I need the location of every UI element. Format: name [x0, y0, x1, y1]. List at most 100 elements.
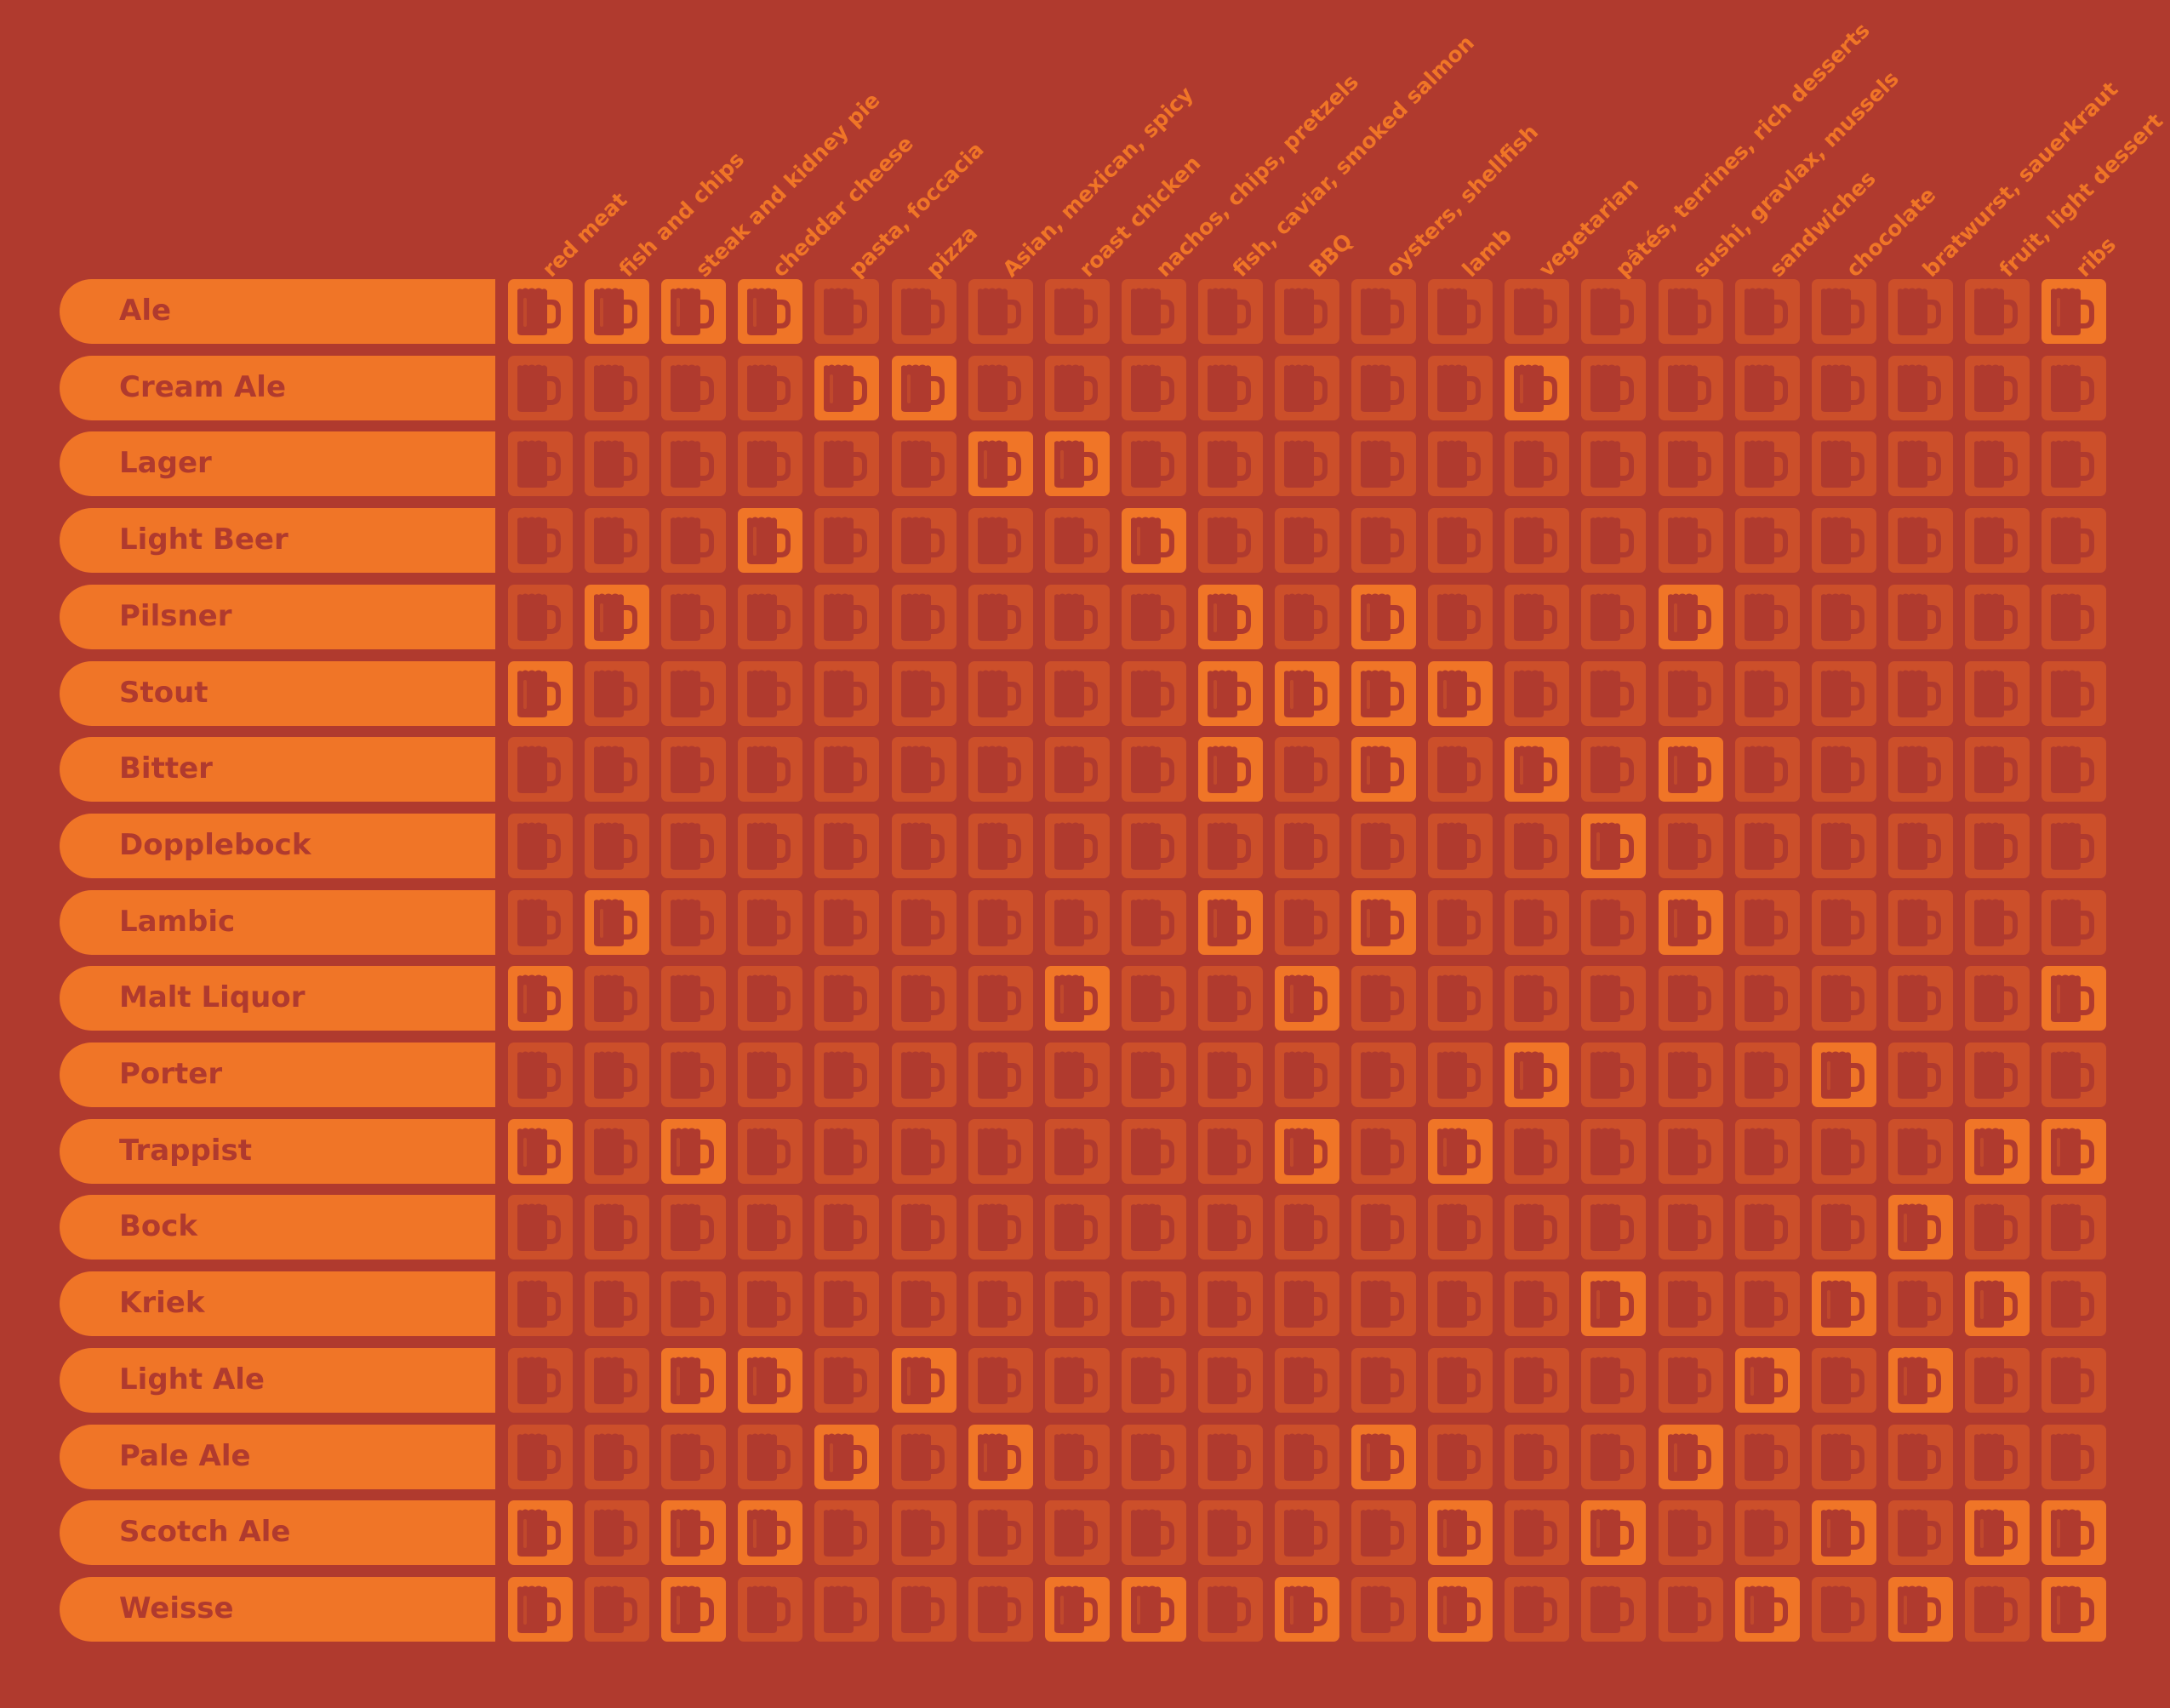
pairing-cell: [661, 813, 727, 878]
beer-mug-icon: [517, 822, 561, 870]
pairing-cell: [1581, 1043, 1647, 1107]
beer-mug-icon: [1437, 974, 1482, 1023]
pairing-cell: [1275, 279, 1339, 344]
pairing-cell: [585, 1347, 650, 1413]
beer-mug-icon: [1590, 974, 1635, 1023]
pairing-cell: [814, 584, 880, 649]
pairing-cell: [1275, 1500, 1339, 1566]
pairing-cell: [1351, 1347, 1417, 1413]
pairing-cell: [1658, 1500, 1723, 1566]
pairing-cell: [1197, 813, 1263, 878]
pairing-cell: [1428, 889, 1493, 955]
pairing-cell: [1197, 1043, 1263, 1107]
beer-mug-icon: [517, 899, 561, 946]
beer-mug-icon: [1820, 1280, 1864, 1328]
pairing-cell: [1197, 1271, 1263, 1337]
beer-mug-icon: [1667, 288, 1711, 335]
pairing-cell-recommended: [1044, 431, 1110, 497]
pairing-cell-recommended: [1121, 1576, 1186, 1642]
beer-mug-icon: [1744, 899, 1788, 946]
pairing-cell: [585, 737, 650, 803]
beer-mug-icon: [900, 517, 945, 565]
beer-mug-icon: [1437, 1280, 1482, 1328]
pairing-cell-recommended: [738, 1347, 803, 1413]
beer-mug-icon: [1744, 670, 1788, 717]
beer-mug-icon: [1361, 288, 1405, 335]
pairing-cell-recommended: [1581, 1271, 1647, 1337]
beer-mug-icon: [977, 1433, 1021, 1481]
beer-mug-icon: [824, 1585, 868, 1633]
beer-mug-icon: [747, 1203, 791, 1252]
pairing-cell: [1197, 966, 1263, 1031]
beer-mug-icon: [900, 1433, 945, 1481]
pairing-cell: [1351, 813, 1417, 878]
pairing-cell: [1121, 355, 1186, 420]
beer-mug-icon: [977, 974, 1021, 1023]
pairing-cell: [661, 889, 727, 955]
beer-mug-icon: [1437, 899, 1482, 946]
beer-mug-icon: [2051, 974, 2094, 1023]
pairing-cell: [661, 660, 727, 726]
beer-name: Dopplebock: [119, 827, 311, 862]
beer-mug-icon: [1361, 1051, 1405, 1099]
beer-mug-icon: [1284, 593, 1328, 641]
pairing-cell: [1121, 584, 1186, 649]
pairing-cell-recommended: [1734, 1576, 1800, 1642]
beer-mug-icon: [1590, 593, 1635, 641]
pairing-cell: [1811, 889, 1876, 955]
beer-mug-icon: [1514, 1280, 1558, 1328]
pairing-cell-recommended: [1811, 1271, 1876, 1337]
beer-mug-icon: [1514, 517, 1558, 565]
beer-mug-icon: [1207, 364, 1251, 412]
pairing-cell: [1658, 508, 1723, 574]
pairing-cell: [1581, 737, 1647, 803]
pairing-cell: [508, 1424, 573, 1489]
pairing-cell: [1581, 1424, 1647, 1489]
pairing-cell: [1428, 1043, 1493, 1107]
pairing-cell: [968, 660, 1033, 726]
pairing-cell: [1428, 355, 1493, 420]
pairing-cell: [585, 1500, 650, 1566]
pairing-cell: [1121, 279, 1186, 344]
pairing-cell: [1811, 660, 1876, 726]
beer-mug-icon: [900, 1128, 945, 1175]
pairing-cell: [1887, 584, 1953, 649]
beer-mug-icon: [1820, 974, 1864, 1023]
beer-mug-icon: [1284, 1433, 1328, 1481]
beer-mug-icon: [1820, 1509, 1864, 1557]
pairing-cell-recommended: [1275, 1576, 1339, 1642]
pairing-cell: [738, 355, 803, 420]
beer-mug-icon: [747, 1357, 791, 1404]
pairing-cell: [585, 660, 650, 726]
pairing-cell: [585, 508, 650, 574]
beer-mug-icon: [977, 822, 1021, 870]
beer-mug-icon: [671, 440, 715, 488]
pairing-cell: [738, 966, 803, 1031]
beer-mug-icon: [1284, 1128, 1328, 1175]
pairing-cell-recommended: [1121, 508, 1186, 574]
pairing-cell: [891, 813, 957, 878]
pairing-cell-recommended: [508, 660, 573, 726]
beer-mug-icon: [1207, 745, 1251, 794]
beer-row-header: [60, 508, 495, 574]
pairing-cell-recommended: [1044, 1576, 1110, 1642]
pairing-cell: [1734, 1271, 1800, 1337]
pairing-cell: [508, 813, 573, 878]
beer-mug-icon: [594, 822, 638, 870]
pairing-cell: [968, 1500, 1033, 1566]
pairing-cell-recommended: [1734, 1347, 1800, 1413]
pairing-cell: [1505, 584, 1570, 649]
beer-mug-icon: [1667, 1128, 1711, 1175]
pairing-cell: [1351, 1271, 1417, 1337]
beer-mug-icon: [594, 899, 638, 946]
pairing-cell: [891, 1043, 957, 1107]
beer-mug-icon: [1973, 288, 2018, 335]
pairing-cell: [1811, 1195, 1876, 1260]
pairing-cell: [508, 431, 573, 497]
pairing-cell-recommended: [1351, 584, 1417, 649]
pairing-cell: [1887, 508, 1953, 574]
beer-mug-icon: [1284, 1509, 1328, 1557]
pairing-cell: [1964, 584, 2030, 649]
beer-mug-icon: [900, 440, 945, 488]
beer-mug-icon: [517, 288, 561, 335]
